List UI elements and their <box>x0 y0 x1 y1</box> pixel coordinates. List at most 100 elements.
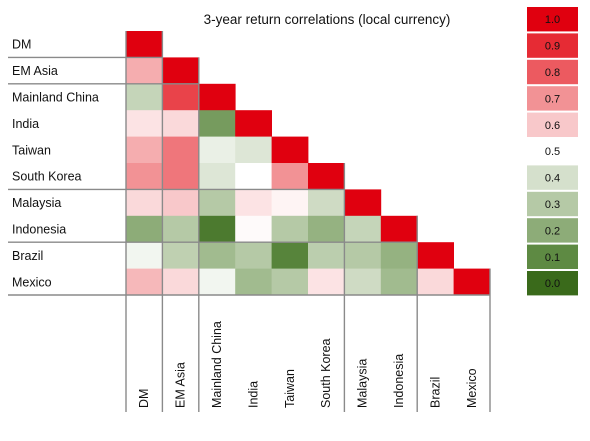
heatmap-cell-3-2 <box>198 110 236 137</box>
heatmap-cell-1-0 <box>126 57 163 85</box>
row-label-9: Mexico <box>12 275 52 289</box>
heatmap-cell-8-8 <box>417 242 454 269</box>
heatmap-cell-5-5 <box>308 163 345 190</box>
heatmap-cell-1-1 <box>162 57 200 85</box>
column-label-4: Taiwan <box>283 369 297 408</box>
heatmap-cell-8-2 <box>198 242 236 269</box>
heatmap-cell-9-0 <box>126 268 163 296</box>
heatmap-cell-4-1 <box>162 136 200 164</box>
heatmap-cell-9-4 <box>271 268 309 296</box>
row-labels: DM EM Asia Mainland China India Taiwan South … <box>12 38 99 290</box>
row-label-7: Indonesia <box>12 223 66 237</box>
legend-label-7: 0.3 <box>545 199 560 211</box>
column-label-1: EM Asia <box>174 362 188 408</box>
column-label-5: South Korea <box>319 338 333 408</box>
legend-swatch-8 <box>527 218 578 243</box>
heatmap-cell-4-2 <box>198 136 236 164</box>
heatmap-cell-5-0 <box>126 163 163 190</box>
legend-label-10: 0.0 <box>545 278 560 290</box>
heatmap-cell-8-1 <box>162 242 200 269</box>
heatmap-cell-6-6 <box>344 189 382 217</box>
column-label-8: Brazil <box>428 377 442 408</box>
legend-swatch-2 <box>527 59 578 85</box>
legend-swatch-9 <box>527 244 578 269</box>
legend-swatch-0 <box>527 7 578 32</box>
heatmap-cell-6-2 <box>198 189 236 217</box>
heatmap-cells <box>126 31 491 296</box>
heatmap-cell-8-4 <box>271 242 309 269</box>
heatmap-cell-3-0 <box>126 110 163 137</box>
column-label-0: DM <box>137 389 151 408</box>
heatmap-cell-7-7 <box>380 215 418 243</box>
heatmap-cell-7-6 <box>344 215 382 243</box>
heatmap-cell-2-1 <box>162 83 200 111</box>
column-label-6: Malaysia <box>356 359 370 408</box>
heatmap-cell-5-2 <box>198 163 236 190</box>
row-label-2: Mainland China <box>12 91 99 105</box>
heatmap-cell-9-2 <box>198 268 236 296</box>
heatmap-cell-9-6 <box>344 268 382 296</box>
legend-label-2: 0.8 <box>545 67 560 79</box>
heatmap-cell-4-4 <box>271 136 309 164</box>
legend-swatch-10 <box>527 271 578 296</box>
heatmap-cell-5-4 <box>271 163 309 190</box>
heatmap-cell-8-0 <box>126 242 163 269</box>
heatmap-cell-9-9 <box>453 268 491 296</box>
legend-label-4: 0.6 <box>545 120 560 132</box>
heatmap-cell-3-1 <box>162 110 200 137</box>
legend-swatch-4 <box>527 112 578 137</box>
heatmap-cell-0-0 <box>126 31 163 58</box>
heatmap-cell-9-8 <box>417 268 454 296</box>
heatmap-cell-5-3 <box>235 163 272 190</box>
row-label-5: South Korea <box>12 170 82 184</box>
heatmap-cell-9-3 <box>235 268 272 296</box>
heatmap-cell-7-3 <box>235 215 272 243</box>
legend-label-1: 0.9 <box>545 41 560 53</box>
chart-title: 3-year return correlations (local curren… <box>204 12 451 27</box>
row-label-0: DM <box>12 38 31 52</box>
row-label-1: EM Asia <box>12 64 58 78</box>
color-scale-legend: 1.0 0.9 0.8 0.7 0.6 0.5 0.4 0.3 0.2 0.1 0.0 <box>527 7 578 296</box>
heatmap-cell-9-5 <box>308 268 345 296</box>
legend-label-0: 1.0 <box>545 14 560 26</box>
heatmap-cell-6-0 <box>126 189 163 217</box>
column-labels: DM EM Asia Mainland China India Taiwan South … <box>137 321 479 408</box>
column-label-2: Mainland China <box>210 321 224 408</box>
legend-swatch-3 <box>527 86 578 111</box>
heatmap-cell-7-4 <box>271 215 309 243</box>
heatmap-cell-3-3 <box>235 110 272 137</box>
row-label-3: India <box>12 117 39 131</box>
heatmap-cell-7-0 <box>126 215 163 243</box>
heatmap-cell-7-5 <box>308 215 345 243</box>
heatmap-cell-4-0 <box>126 136 163 164</box>
grid-lines <box>8 31 491 412</box>
heatmap-cell-6-3 <box>235 189 272 217</box>
legend-swatch-5 <box>527 139 578 164</box>
heatmap-cell-8-7 <box>380 242 418 269</box>
heatmap-cell-8-3 <box>235 242 272 269</box>
heatmap-cell-6-1 <box>162 189 200 217</box>
heatmap-cell-4-3 <box>235 136 272 164</box>
column-label-3: India <box>246 381 260 408</box>
legend-swatch-7 <box>527 191 578 217</box>
legend-label-9: 0.1 <box>545 252 560 264</box>
heatmap-cell-7-1 <box>162 215 200 243</box>
legend-label-6: 0.4 <box>545 173 560 185</box>
legend-label-8: 0.2 <box>545 225 560 237</box>
heatmap-cell-9-1 <box>162 268 200 296</box>
row-label-6: Malaysia <box>12 196 61 210</box>
column-label-7: Indonesia <box>392 354 406 408</box>
legend-label-3: 0.7 <box>545 93 560 105</box>
legend-label-5: 0.5 <box>545 146 560 158</box>
heatmap-cell-2-0 <box>126 83 163 111</box>
heatmap-cell-5-1 <box>162 163 200 190</box>
row-label-4: Taiwan <box>12 143 51 157</box>
heatmap-cell-9-7 <box>380 268 418 296</box>
legend-swatch-6 <box>527 165 578 190</box>
heatmap-cell-8-5 <box>308 242 345 269</box>
heatmap-cell-7-2 <box>198 215 236 243</box>
legend-swatch-1 <box>527 33 578 58</box>
row-label-8: Brazil <box>12 249 43 263</box>
